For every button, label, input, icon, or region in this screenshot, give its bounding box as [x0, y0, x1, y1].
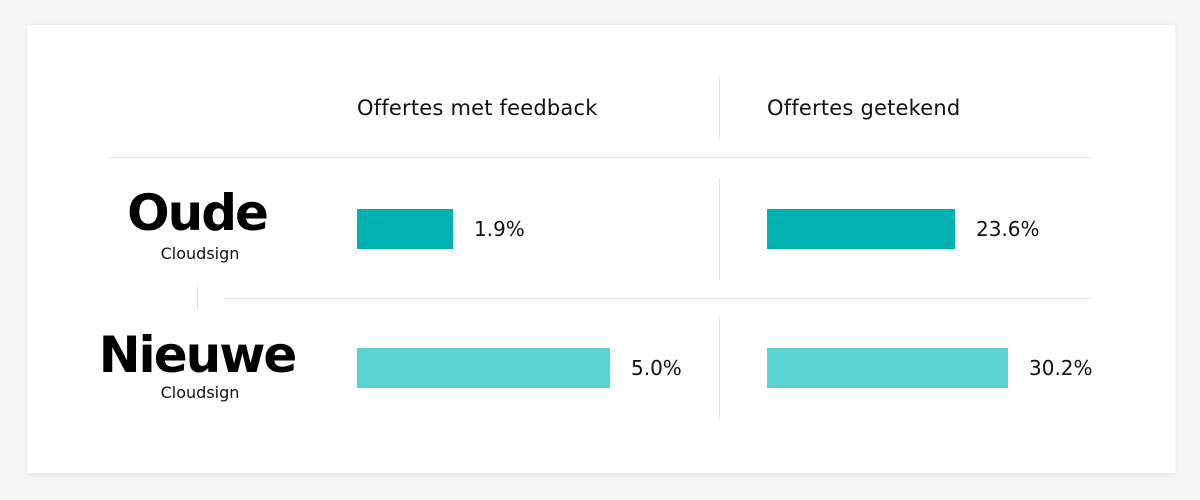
row-1-divider: [719, 178, 720, 280]
bar-value-label-0-1: 23.6%: [976, 217, 1040, 241]
bar-value-label-1-0: 5.0%: [631, 356, 682, 380]
comparison-card: [27, 25, 1175, 473]
column-header-signed: Offertes getekend: [767, 96, 961, 120]
column-header-feedback: Offertes met feedback: [357, 96, 598, 120]
bar-0-0: [357, 209, 453, 249]
row-subtitle-new: Cloudsign: [160, 383, 240, 402]
bar-1-0: [357, 348, 610, 388]
row-2-divider: [719, 317, 720, 419]
bar-0-1: [767, 209, 955, 249]
bar-value-label-1-1: 30.2%: [1029, 356, 1093, 380]
bar-value-label-0-0: 1.9%: [474, 217, 525, 241]
header-separator: [108, 157, 1092, 158]
header-divider: [719, 77, 720, 139]
row-subtitle-old: Cloudsign: [160, 244, 240, 263]
row-title-old: Oude: [127, 184, 269, 242]
row-separator: [224, 298, 1092, 299]
label-connector: [197, 286, 198, 310]
bar-1-1: [767, 348, 1008, 388]
row-title-new: Nieuwe: [98, 326, 298, 384]
